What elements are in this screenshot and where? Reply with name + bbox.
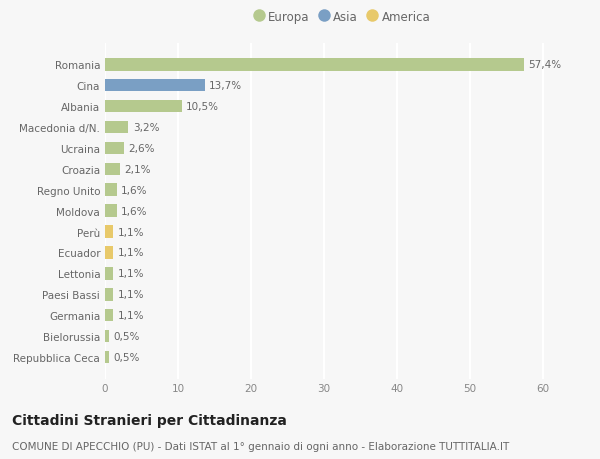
Legend: Europa, Asia, America: Europa, Asia, America: [249, 6, 435, 28]
Bar: [105, 80, 205, 92]
Bar: [105, 101, 182, 113]
Text: 0,5%: 0,5%: [113, 331, 139, 341]
Text: 1,1%: 1,1%: [118, 227, 144, 237]
Bar: [105, 163, 121, 176]
Bar: [105, 184, 116, 196]
Bar: [105, 351, 109, 364]
Bar: [105, 226, 113, 238]
Bar: [105, 268, 113, 280]
Text: 1,6%: 1,6%: [121, 206, 148, 216]
Bar: [105, 330, 109, 342]
Bar: [105, 205, 116, 218]
Text: 0,5%: 0,5%: [113, 352, 139, 362]
Bar: [105, 122, 128, 134]
Bar: [105, 288, 113, 301]
Bar: [105, 246, 113, 259]
Bar: [105, 59, 524, 71]
Text: 1,1%: 1,1%: [118, 269, 144, 279]
Text: 57,4%: 57,4%: [528, 60, 561, 70]
Text: 13,7%: 13,7%: [209, 81, 242, 91]
Text: 1,1%: 1,1%: [118, 310, 144, 320]
Text: 2,6%: 2,6%: [128, 144, 155, 154]
Text: 3,2%: 3,2%: [133, 123, 159, 133]
Text: Cittadini Stranieri per Cittadinanza: Cittadini Stranieri per Cittadinanza: [12, 413, 287, 427]
Text: 1,1%: 1,1%: [118, 290, 144, 300]
Bar: [105, 309, 113, 322]
Text: COMUNE DI APECCHIO (PU) - Dati ISTAT al 1° gennaio di ogni anno - Elaborazione T: COMUNE DI APECCHIO (PU) - Dati ISTAT al …: [12, 441, 509, 451]
Bar: [105, 142, 124, 155]
Text: 2,1%: 2,1%: [125, 164, 151, 174]
Text: 1,1%: 1,1%: [118, 248, 144, 258]
Text: 1,6%: 1,6%: [121, 185, 148, 195]
Text: 10,5%: 10,5%: [186, 102, 219, 112]
